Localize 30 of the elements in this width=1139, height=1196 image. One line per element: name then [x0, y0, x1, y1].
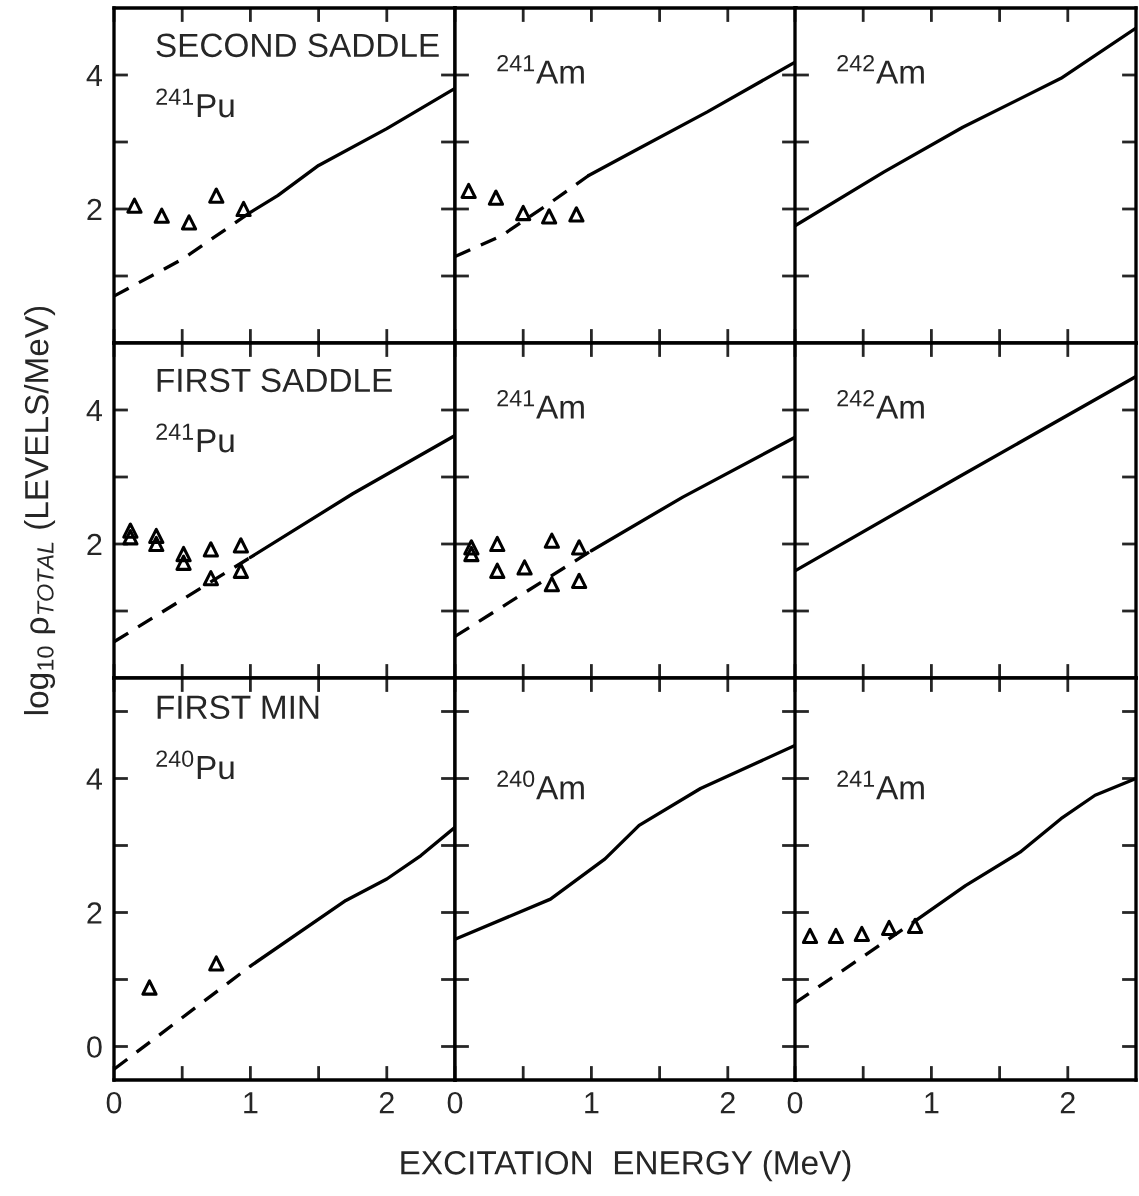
annotation: $^{241}$Am	[837, 770, 924, 800]
y-tick-label: 4	[86, 768, 102, 790]
x-tick-label: 2	[720, 1091, 735, 1114]
annotation: $^{241}$Pu	[156, 88, 234, 118]
x-tick-label: 0	[106, 1091, 122, 1114]
annotation: $^{242}$Am	[837, 389, 924, 419]
x-tick-label: 1	[585, 1092, 599, 1114]
x-tick-label: 0	[447, 1091, 463, 1114]
y-tick-label: 4	[86, 65, 102, 87]
y-tick-label: 4	[86, 400, 102, 422]
annotation: $^{241}$Pu	[156, 423, 234, 453]
y-axis-title: log$_{10}$ ρ$_{TOTAL}$ (LEVELS/MeV)	[24, 306, 56, 715]
x-tick-label: 0	[787, 1091, 803, 1114]
x-tick-label: 1	[244, 1092, 258, 1114]
x-axis-title: EXCITATION ENERGY (MeV)	[401, 1150, 851, 1182]
annotation: SECOND SADDLE	[156, 33, 439, 58]
y-tick-label: 0	[87, 1036, 102, 1058]
annotation: FIRST MIN	[157, 695, 319, 720]
y-tick-label: 2	[87, 198, 102, 221]
annotation: FIRST SADDLE	[157, 368, 392, 393]
annotation: $^{240}$Am	[497, 770, 584, 800]
annotation: $^{241}$Am	[497, 54, 584, 84]
y-tick-label: 2	[87, 533, 102, 556]
x-tick-label: 2	[379, 1091, 394, 1114]
annotation: $^{241}$Am	[497, 389, 584, 419]
annotation: $^{240}$Pu	[156, 750, 234, 780]
x-tick-label: 1	[925, 1092, 939, 1114]
annotation: $^{242}$Am	[837, 54, 924, 84]
x-tick-label: 2	[1060, 1091, 1075, 1114]
y-tick-label: 2	[87, 902, 102, 924]
